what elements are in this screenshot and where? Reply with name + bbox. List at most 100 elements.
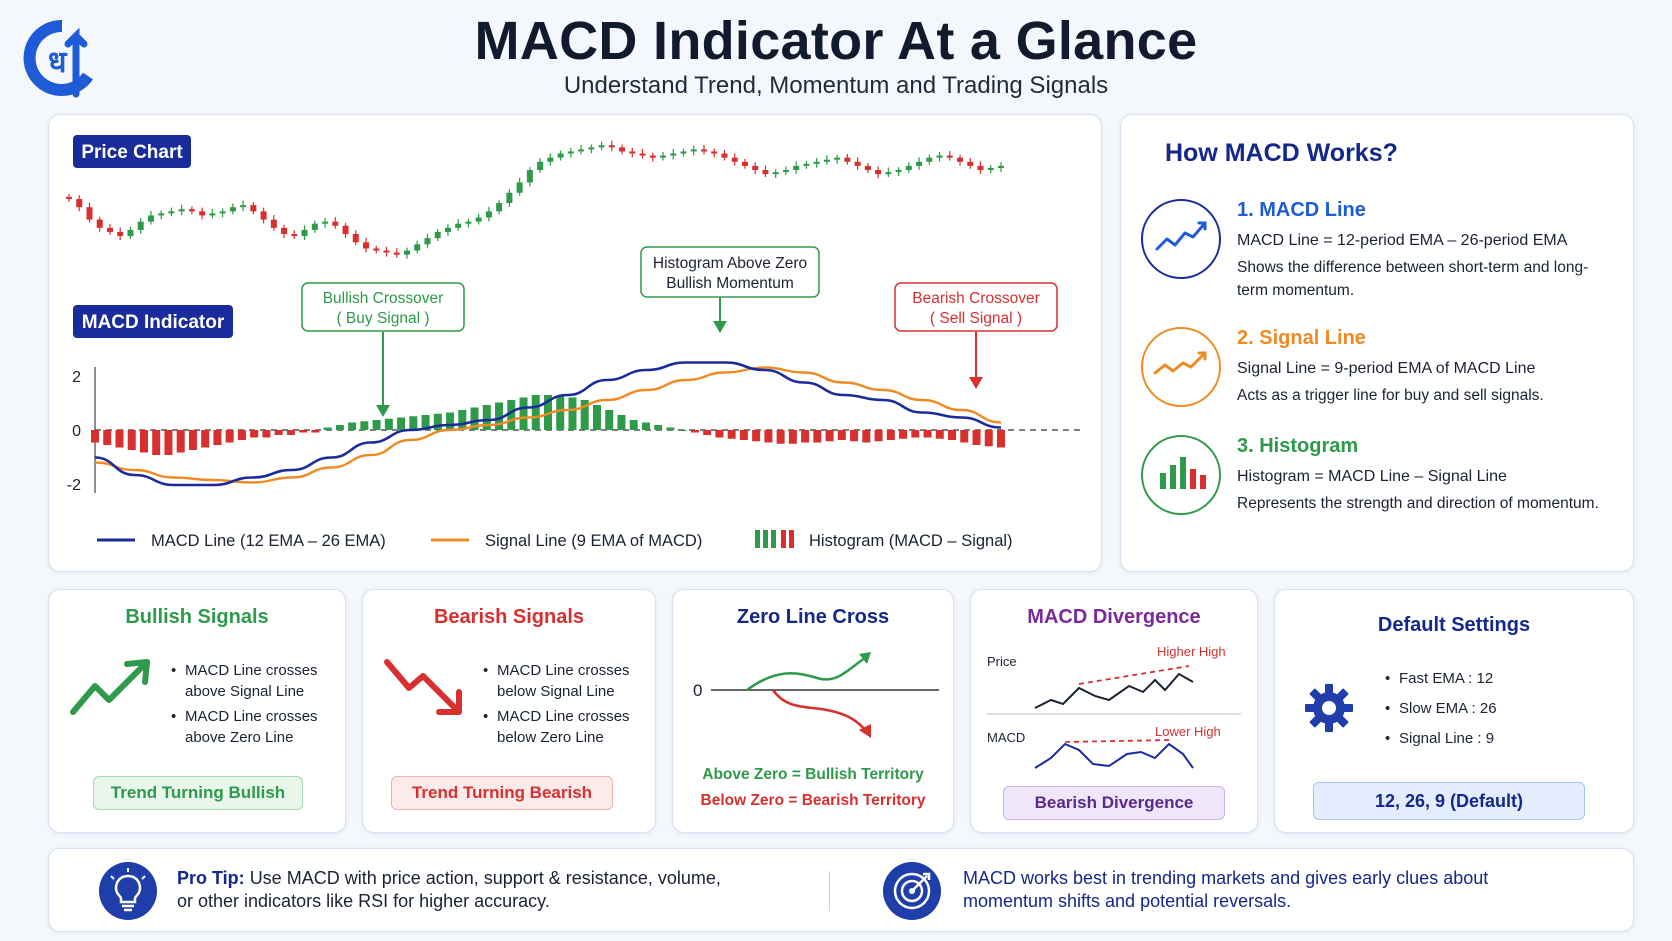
candle-body — [475, 217, 482, 222]
bearish-divergence-pill: Bearish Divergence — [1003, 786, 1225, 820]
svg-text:Histogram Above Zero: Histogram Above Zero — [653, 255, 807, 272]
candle-body — [178, 209, 185, 212]
candle-body — [147, 215, 154, 222]
main-chart-card: Price Chart MACD Indicator 2 0 -2 Bullis… — [48, 114, 1102, 572]
how-item-desc: Shows the difference between short-term … — [1237, 259, 1589, 299]
histogram-bar — [984, 430, 993, 447]
histogram-bar — [531, 395, 540, 430]
candle-body — [598, 145, 605, 148]
candle-body — [281, 227, 288, 235]
histogram-bar — [519, 397, 528, 430]
pro-tip-line2: or other indicators like RSI for higher … — [177, 891, 550, 911]
bearish-list: MACD Line crosses below Signal Line MACD… — [483, 660, 653, 752]
bearish-title: Bearish Signals — [433, 606, 585, 628]
histogram-bar — [311, 430, 320, 433]
candle-body — [752, 165, 759, 171]
downtrend-arrow-icon — [384, 659, 462, 715]
trend-turning-bearish-pill: Trend Turning Bearish — [391, 776, 613, 810]
histogram-bar — [433, 413, 442, 430]
how-item-formula: MACD Line = 12-period EMA – 26-period EM… — [1237, 232, 1568, 249]
histogram-bar — [654, 425, 663, 430]
bearish-signals-card: Bearish Signals MACD Line crosses below … — [362, 589, 656, 833]
macd-indicator-badge — [73, 305, 233, 338]
histogram-bar — [666, 427, 675, 430]
histogram-bar — [237, 430, 246, 440]
zero-cross-diagram: 0 — [693, 652, 939, 738]
how-item-head: 1. MACD Line — [1237, 199, 1366, 221]
candle-body — [926, 157, 933, 162]
histogram-bar — [482, 405, 491, 430]
histogram-bar — [103, 430, 112, 445]
bullish-item: MACD Line crosses above Zero Line — [171, 706, 341, 748]
candle-body — [700, 149, 707, 152]
histogram-bar — [911, 430, 920, 438]
candle-body — [137, 221, 144, 230]
histogram-bar — [323, 427, 332, 430]
candle-body — [834, 157, 841, 160]
histogram-bar — [164, 430, 173, 455]
higher-high-label: Higher High — [1157, 644, 1226, 659]
candle-body — [250, 205, 257, 212]
candle-body — [936, 155, 943, 158]
candle-body — [424, 238, 431, 245]
histogram-bar — [801, 430, 810, 443]
histogram-bar — [213, 430, 222, 445]
svg-text:( Buy Signal ): ( Buy Signal ) — [336, 310, 429, 327]
histogram-bar — [899, 430, 908, 439]
page-subtitle: Understand Trend, Momentum and Trading S… — [563, 72, 1109, 99]
histogram-bar — [409, 416, 418, 430]
histogram-bar — [580, 400, 589, 430]
candle-body — [864, 165, 871, 171]
histogram-bar — [556, 396, 565, 430]
how-item-formula: Signal Line = 9-period EMA of MACD Line — [1237, 360, 1536, 377]
how-item-head: 2. Signal Line — [1237, 327, 1366, 349]
histogram-icon — [1141, 435, 1221, 515]
candle-body — [875, 170, 882, 175]
legend-signal-label: Signal Line (9 EMA of MACD) — [485, 532, 702, 550]
candle-body — [199, 211, 206, 216]
bearish-item: MACD Line crosses below Signal Line — [483, 660, 653, 702]
note-line2: momentum shifts and potential reversals. — [963, 891, 1292, 911]
histogram-bar — [139, 430, 148, 453]
histogram-callout: Histogram Above Zero Bullish Momentum — [640, 246, 820, 333]
candle-body — [393, 252, 400, 255]
histogram-bar — [972, 430, 981, 445]
candle-body — [670, 153, 677, 156]
candle-body — [813, 161, 820, 164]
histogram-bar — [629, 420, 638, 430]
histogram-bar — [299, 430, 308, 433]
candle-body — [209, 213, 216, 216]
candle-body — [158, 213, 165, 216]
histogram-bar — [507, 400, 516, 430]
candle-body — [322, 221, 329, 224]
histogram-bar — [201, 430, 210, 448]
candle-body — [895, 170, 902, 173]
histogram-bar — [152, 430, 161, 455]
histogram-bar — [286, 430, 295, 435]
histogram-bar — [641, 422, 650, 430]
histogram-bar — [715, 430, 724, 438]
settings-item: Slow EMA : 26 — [1385, 698, 1585, 720]
default-settings-pill: 12, 26, 9 (Default) — [1313, 782, 1585, 820]
zero-label: 0 — [693, 681, 702, 700]
candle-body — [608, 145, 615, 148]
candle-body — [649, 155, 656, 158]
macd-label: MACD — [987, 730, 1025, 745]
candle-body — [567, 151, 574, 154]
candlestick-series — [66, 140, 1004, 259]
candle-body — [270, 219, 277, 228]
candle-body — [444, 227, 451, 232]
histogram-bar — [421, 415, 430, 430]
candle-body — [86, 207, 93, 220]
candle-body — [762, 170, 769, 175]
histogram-bar — [776, 430, 785, 444]
candle-body — [373, 248, 380, 251]
zero-line-title: Zero Line Cross — [736, 606, 890, 628]
candle-body — [117, 231, 124, 237]
histogram-bar — [384, 418, 393, 430]
candle-body — [772, 172, 779, 175]
candle-body — [496, 203, 503, 212]
candle-body — [526, 170, 533, 183]
histogram-bar — [568, 397, 577, 430]
lower-high-label: Lower High — [1155, 724, 1221, 739]
